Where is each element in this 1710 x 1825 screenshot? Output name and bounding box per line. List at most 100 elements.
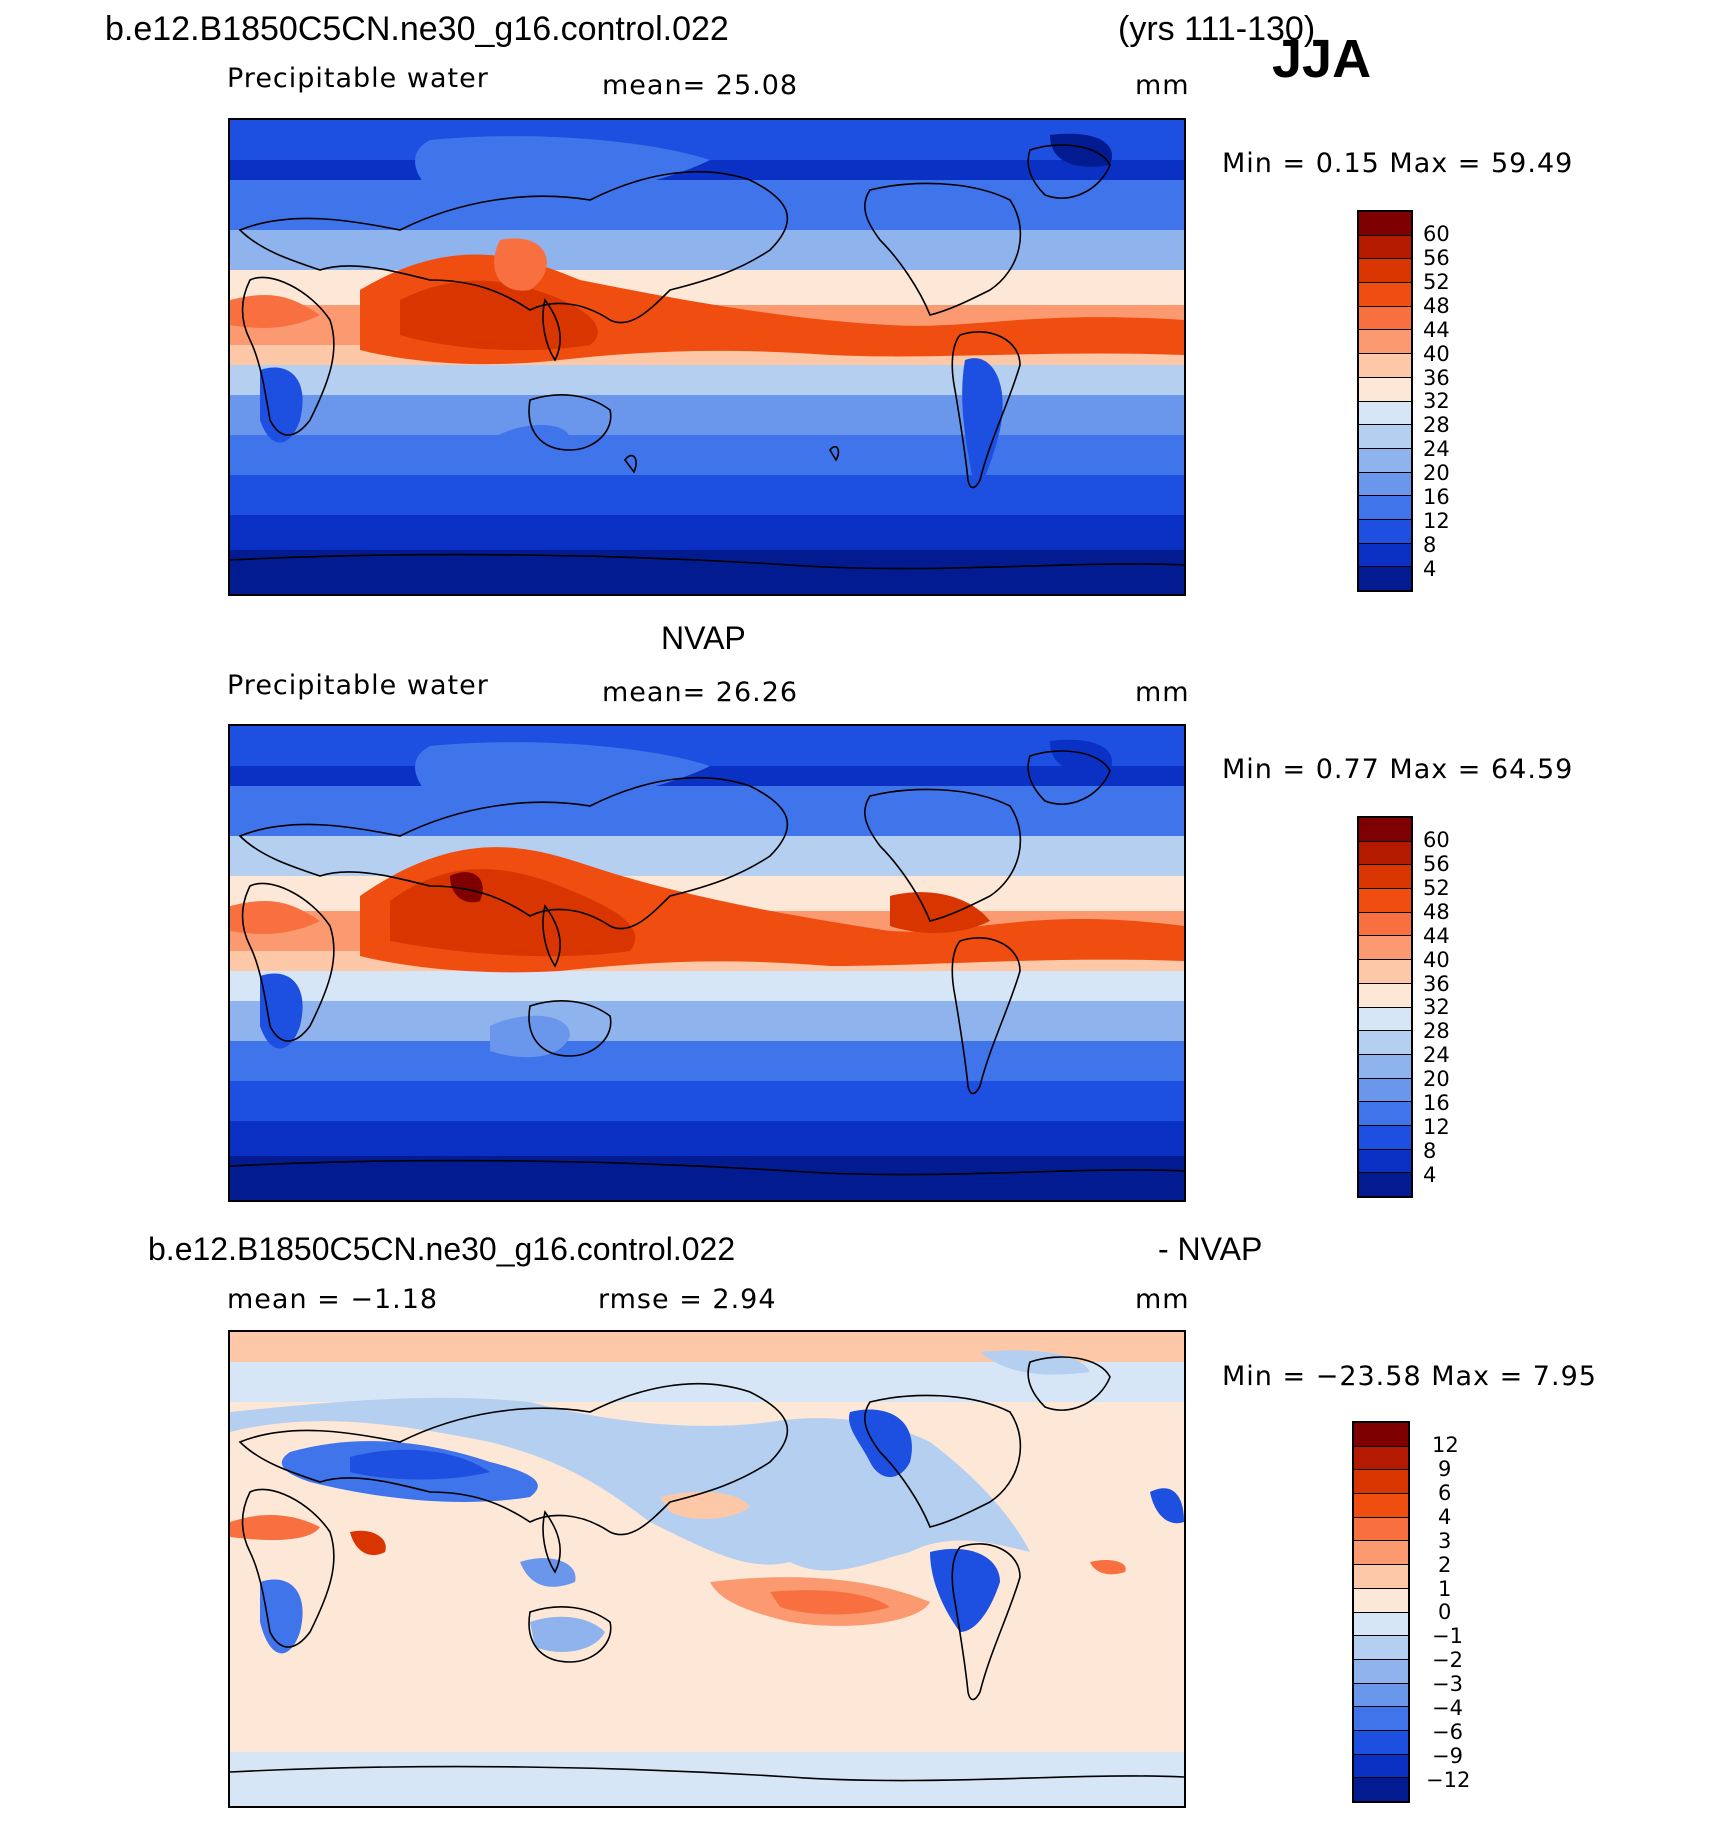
panel1-tick: 16 bbox=[1423, 485, 1450, 509]
panel1-colorbar bbox=[1357, 210, 1413, 592]
panel1-swatch bbox=[1359, 567, 1411, 590]
panel3-tick: −2 bbox=[1432, 1648, 1463, 1672]
panel1-swatch bbox=[1359, 448, 1411, 473]
panel3-map bbox=[228, 1330, 1186, 1808]
panel1-tick: 4 bbox=[1423, 557, 1437, 581]
panel1-tick: 36 bbox=[1423, 366, 1450, 390]
panel1-map bbox=[228, 118, 1186, 596]
panel3-tick: 9 bbox=[1438, 1457, 1452, 1481]
panel2-swatch bbox=[1359, 1031, 1411, 1055]
panel3-title-left: b.e12.B1850C5CN.ne30_g16.control.022 bbox=[148, 1231, 736, 1267]
panel1-swatch bbox=[1359, 496, 1411, 520]
panel1-tick: 8 bbox=[1423, 533, 1437, 557]
panel2-units: mm bbox=[1135, 677, 1190, 708]
panel2-tick: 40 bbox=[1423, 948, 1450, 972]
panel2-swatch bbox=[1359, 889, 1411, 913]
years-label: (yrs 111-130) bbox=[1118, 10, 1316, 48]
season-label: JJA bbox=[1272, 29, 1372, 89]
panel2-colorbar bbox=[1357, 816, 1413, 1198]
panel3-tick: 12 bbox=[1432, 1433, 1459, 1457]
panel1-units: mm bbox=[1135, 70, 1190, 101]
panel2-tick: 44 bbox=[1423, 924, 1450, 948]
panel3-units: mm bbox=[1135, 1284, 1190, 1315]
panel2-tick: 36 bbox=[1423, 972, 1450, 996]
panel1-swatch bbox=[1359, 330, 1411, 355]
panel2-tick: 8 bbox=[1423, 1139, 1437, 1163]
panel3-tick: 1 bbox=[1438, 1577, 1452, 1601]
panel2-swatch bbox=[1359, 1149, 1411, 1174]
panel1-variable: Precipitable water bbox=[227, 63, 489, 94]
panel1-swatch bbox=[1359, 306, 1411, 331]
panel3-swatch bbox=[1354, 1470, 1408, 1495]
panel2-tick: 60 bbox=[1423, 828, 1450, 852]
panel1-swatch bbox=[1359, 212, 1411, 236]
panel1-swatch bbox=[1359, 354, 1411, 378]
panel3-swatch bbox=[1354, 1707, 1408, 1731]
panel1-swatch bbox=[1359, 543, 1411, 568]
panel3-title-right: - NVAP bbox=[1158, 1231, 1263, 1267]
panel2-tick: 12 bbox=[1423, 1115, 1450, 1139]
panel1-map-svg bbox=[230, 120, 1184, 594]
panel3-swatch bbox=[1354, 1446, 1408, 1471]
panel2-swatch bbox=[1359, 960, 1411, 984]
panel3-swatch bbox=[1354, 1754, 1408, 1779]
panel2-map bbox=[228, 724, 1186, 1202]
panel3-swatch bbox=[1354, 1541, 1408, 1566]
panel3-tick: 0 bbox=[1438, 1600, 1452, 1624]
panel2-title: NVAP bbox=[661, 620, 746, 656]
panel2-tick: 48 bbox=[1423, 900, 1450, 924]
case-title: b.e12.B1850C5CN.ne30_g16.control.022 bbox=[105, 10, 729, 48]
panel2-map-svg bbox=[230, 726, 1184, 1200]
panel3-tick: 6 bbox=[1438, 1481, 1452, 1505]
panel1-tick: 56 bbox=[1423, 246, 1450, 270]
panel3-tick: −9 bbox=[1432, 1744, 1463, 1768]
panel2-tick: 16 bbox=[1423, 1091, 1450, 1115]
panel2-tick: 52 bbox=[1423, 876, 1450, 900]
panel2-tick: 4 bbox=[1423, 1163, 1437, 1187]
panel1-minmax: Min = 0.15 Max = 59.49 bbox=[1222, 148, 1574, 179]
panel2-minmax: Min = 0.77 Max = 64.59 bbox=[1222, 754, 1574, 785]
panel2-swatch bbox=[1359, 1007, 1411, 1032]
panel2-variable: Precipitable water bbox=[227, 670, 489, 701]
panel2-swatch bbox=[1359, 1173, 1411, 1196]
panel1-swatch bbox=[1359, 401, 1411, 426]
panel3-tick: −6 bbox=[1432, 1720, 1463, 1744]
panel2-tick: 32 bbox=[1423, 995, 1450, 1019]
panel3-tick: 4 bbox=[1438, 1505, 1452, 1529]
panel3-tick: 3 bbox=[1438, 1529, 1452, 1553]
panel3-tick: 2 bbox=[1438, 1553, 1452, 1577]
panel2-tick: 56 bbox=[1423, 852, 1450, 876]
panel2-swatch bbox=[1359, 1125, 1411, 1150]
panel3-swatch bbox=[1354, 1612, 1408, 1637]
panel1-tick: 44 bbox=[1423, 318, 1450, 342]
panel1-mean: mean= 25.08 bbox=[602, 70, 799, 101]
panel1-swatch bbox=[1359, 377, 1411, 402]
panel3-swatch bbox=[1354, 1517, 1408, 1542]
panel1-tick: 40 bbox=[1423, 342, 1450, 366]
panel3-swatch bbox=[1354, 1683, 1408, 1708]
panel2-swatch bbox=[1359, 818, 1411, 842]
panel3-swatch bbox=[1354, 1423, 1408, 1447]
panel2-swatch bbox=[1359, 841, 1411, 866]
panel2-mean: mean= 26.26 bbox=[602, 677, 799, 708]
panel1-tick: 20 bbox=[1423, 461, 1450, 485]
panel1-tick: 60 bbox=[1423, 222, 1450, 246]
panel1-swatch bbox=[1359, 425, 1411, 449]
panel1-swatch bbox=[1359, 283, 1411, 307]
panel2-tick: 28 bbox=[1423, 1019, 1450, 1043]
panel3-map-svg bbox=[230, 1332, 1184, 1806]
panel1-swatch bbox=[1359, 472, 1411, 497]
panel3-rmse: rmse = 2.94 bbox=[598, 1284, 777, 1315]
panel3-colorbar bbox=[1352, 1421, 1410, 1803]
panel1-tick: 52 bbox=[1423, 270, 1450, 294]
panel2-swatch bbox=[1359, 912, 1411, 937]
panel2-swatch bbox=[1359, 936, 1411, 961]
panel3-mean: mean = −1.18 bbox=[227, 1284, 439, 1315]
panel3-tick: −12 bbox=[1426, 1768, 1471, 1792]
panel3-tick: −1 bbox=[1432, 1624, 1463, 1648]
panel3-tick: −4 bbox=[1432, 1696, 1463, 1720]
panel3-swatch bbox=[1354, 1659, 1408, 1684]
panel3-swatch bbox=[1354, 1494, 1408, 1518]
panel1-tick: 24 bbox=[1423, 437, 1450, 461]
panel3-minmax: Min = −23.58 Max = 7.95 bbox=[1222, 1361, 1597, 1392]
